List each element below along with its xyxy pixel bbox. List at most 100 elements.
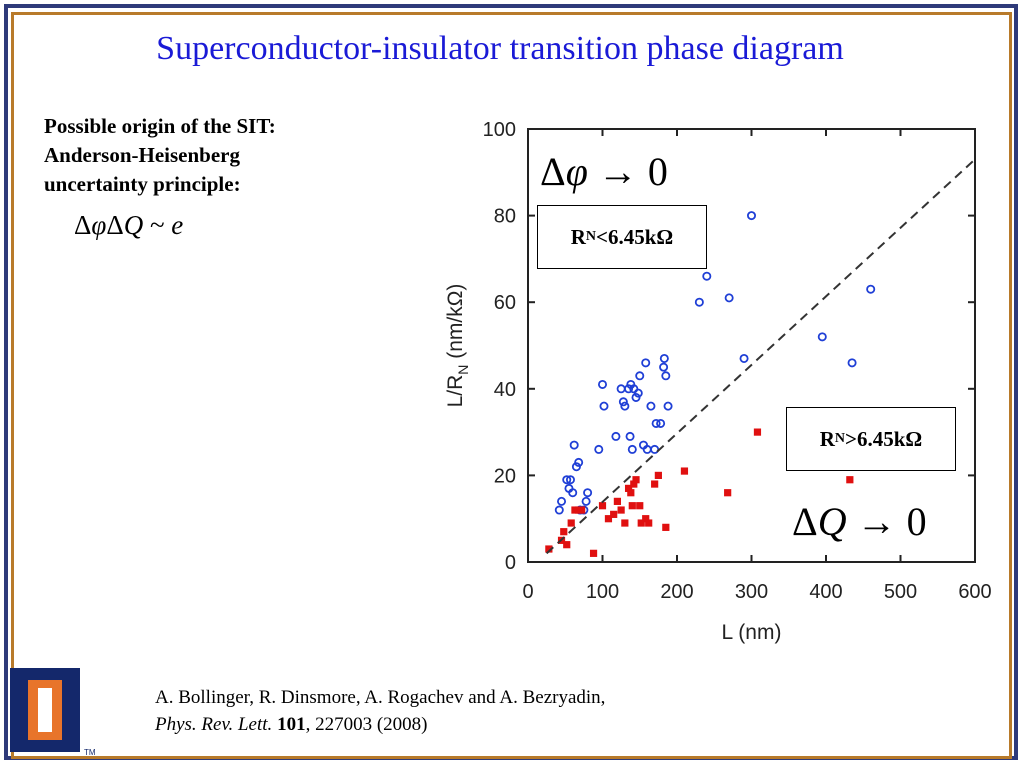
ins-data-point bbox=[753, 428, 762, 436]
ins-data-point bbox=[637, 519, 645, 527]
formula-q: Q bbox=[123, 210, 144, 240]
dq-var: Q bbox=[817, 499, 847, 544]
sc-data-point bbox=[620, 401, 630, 411]
ins-data-point bbox=[680, 467, 689, 475]
ins-data-point bbox=[571, 506, 579, 514]
formula-delta-2: Δ bbox=[106, 210, 124, 240]
ins-data-point bbox=[654, 471, 662, 479]
ins-box-value: >6.45kΩ bbox=[845, 426, 923, 451]
ins-data-point bbox=[645, 519, 653, 527]
x-tick-label: 400 bbox=[809, 581, 842, 603]
ins-data-point bbox=[628, 502, 636, 510]
sc-data-point bbox=[583, 488, 593, 498]
citation-ref: Phys. Rev. Lett. 101, 227003 (2008) bbox=[155, 711, 605, 738]
sc-data-point bbox=[641, 358, 651, 368]
x-tick-label: 100 bbox=[586, 581, 619, 603]
sit-origin-text: Possible origin of the SIT: Anderson-Hei… bbox=[44, 112, 276, 199]
x-axis-title: L (nm) bbox=[722, 621, 782, 644]
ins-data-point bbox=[846, 476, 854, 484]
sc-data-point bbox=[702, 271, 712, 281]
ins-data-point bbox=[636, 502, 644, 510]
sc-box-r: R bbox=[570, 224, 586, 249]
sc-data-point bbox=[599, 401, 609, 411]
dphi-zero: 0 bbox=[647, 149, 668, 194]
ins-data-point bbox=[604, 515, 613, 523]
trademark-mark: TM bbox=[84, 748, 96, 757]
sc-data-point bbox=[568, 488, 578, 498]
citation-journal: Phys. Rev. Lett. bbox=[155, 714, 273, 735]
dphi-arrow: → bbox=[587, 149, 648, 194]
sc-data-point bbox=[618, 397, 628, 407]
sc-box-sub: N bbox=[585, 229, 597, 244]
sc-data-point bbox=[624, 384, 634, 394]
citation-rest: , 227003 (2008) bbox=[305, 714, 428, 735]
sc-data-point bbox=[656, 418, 666, 428]
sc-data-point bbox=[739, 353, 749, 363]
sc-data-point bbox=[574, 457, 584, 467]
sc-data-point bbox=[616, 384, 626, 394]
y-tick-label: 60 bbox=[494, 292, 516, 314]
sc-data-point bbox=[866, 284, 876, 294]
y-axis-title-unit: (nm/kΩ) bbox=[444, 284, 467, 365]
sc-data-point bbox=[646, 401, 656, 411]
sc-data-point bbox=[631, 392, 641, 402]
sc-data-point bbox=[659, 353, 669, 363]
ins-data-point bbox=[724, 489, 732, 497]
ins-data-point bbox=[617, 506, 625, 514]
y-axis-title: L/RN (nm/kΩ) bbox=[444, 284, 471, 408]
ins-data-point bbox=[563, 541, 571, 549]
dq-delta: Δ bbox=[792, 499, 818, 544]
dq-arrow: → bbox=[846, 499, 907, 544]
sc-data-point bbox=[554, 505, 564, 515]
sc-data-point bbox=[635, 371, 645, 381]
ins-box-sub: N bbox=[834, 431, 846, 446]
sc-data-point bbox=[659, 362, 669, 372]
ins-data-point bbox=[613, 497, 621, 505]
formula-delta-1: Δ bbox=[74, 210, 92, 240]
sc-data-point bbox=[565, 475, 575, 485]
y-axis-title-main: L/R bbox=[444, 375, 467, 408]
citation-volume: 101 bbox=[277, 714, 306, 735]
x-tick-label: 600 bbox=[958, 581, 991, 603]
sit-line-3: uncertainty principle: bbox=[44, 172, 241, 196]
sc-data-point bbox=[594, 444, 604, 454]
ins-data-point bbox=[662, 523, 670, 531]
x-tick-label: 0 bbox=[522, 581, 533, 603]
citation: A. Bollinger, R. Dinsmore, A. Rogachev a… bbox=[155, 684, 605, 738]
ins-data-point bbox=[651, 480, 659, 488]
ins-regime-box: R N >6.45kΩ bbox=[786, 407, 956, 471]
formula-phi: φ bbox=[91, 210, 107, 240]
y-tick-label: 80 bbox=[494, 206, 516, 228]
formula-e: e bbox=[171, 210, 184, 240]
dphi-annotation: Δφ → 0 bbox=[540, 148, 668, 195]
reference-dashed-line bbox=[545, 158, 976, 555]
slide-title: Superconductor-insulator transition phas… bbox=[156, 30, 844, 67]
sc-data-point bbox=[569, 440, 579, 450]
x-tick-label: 300 bbox=[735, 581, 768, 603]
sc-data-point bbox=[694, 297, 704, 307]
dphi-var: φ bbox=[565, 149, 588, 194]
ins-data-point bbox=[598, 502, 607, 510]
x-tick-label: 500 bbox=[884, 581, 917, 603]
y-tick-label: 0 bbox=[505, 552, 516, 574]
citation-authors: A. Bollinger, R. Dinsmore, A. Rogachev a… bbox=[155, 687, 606, 708]
sc-data-point bbox=[847, 358, 857, 368]
sc-data-point bbox=[571, 462, 581, 472]
ins-data-point bbox=[632, 476, 640, 484]
sc-data-point bbox=[581, 496, 591, 506]
sc-data-point bbox=[598, 379, 608, 389]
sc-data-point bbox=[611, 431, 621, 441]
ins-data-point bbox=[642, 515, 650, 523]
ins-data-point bbox=[545, 545, 553, 553]
sc-data-point bbox=[817, 332, 827, 342]
formula-tilde: ~ bbox=[143, 210, 172, 240]
ins-data-point bbox=[627, 489, 635, 497]
ins-data-point bbox=[630, 480, 638, 488]
y-axis-title-sub: N bbox=[455, 365, 471, 375]
university-i-logo-icon bbox=[10, 668, 80, 752]
plot-frame bbox=[527, 128, 976, 563]
ins-data-point bbox=[621, 519, 629, 527]
ticks-layer: 0 100 200 300 400 500 600 0 20 40 60 80 100 bbox=[483, 119, 992, 603]
dphi-delta: Δ bbox=[540, 149, 566, 194]
